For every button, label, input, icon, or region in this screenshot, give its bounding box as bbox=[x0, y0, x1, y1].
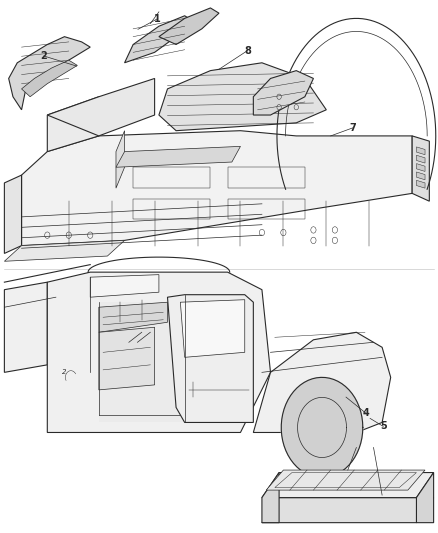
Polygon shape bbox=[99, 302, 167, 332]
Polygon shape bbox=[9, 37, 90, 110]
Polygon shape bbox=[116, 147, 240, 167]
Polygon shape bbox=[262, 473, 279, 523]
Polygon shape bbox=[417, 172, 425, 180]
Polygon shape bbox=[417, 473, 434, 523]
Polygon shape bbox=[47, 97, 99, 151]
Text: 4: 4 bbox=[362, 408, 369, 418]
Polygon shape bbox=[47, 78, 155, 136]
Text: 7: 7 bbox=[349, 123, 356, 133]
Polygon shape bbox=[4, 175, 21, 254]
Polygon shape bbox=[99, 302, 185, 423]
Polygon shape bbox=[167, 295, 253, 423]
Text: 2: 2 bbox=[40, 51, 47, 61]
Polygon shape bbox=[4, 240, 124, 261]
Polygon shape bbox=[124, 16, 193, 63]
Polygon shape bbox=[417, 180, 425, 188]
Text: 8: 8 bbox=[244, 46, 251, 55]
Polygon shape bbox=[159, 8, 219, 45]
Polygon shape bbox=[47, 272, 271, 432]
Polygon shape bbox=[412, 136, 429, 201]
Polygon shape bbox=[262, 473, 434, 498]
Text: 1: 1 bbox=[154, 14, 161, 23]
Polygon shape bbox=[180, 300, 245, 357]
Polygon shape bbox=[417, 147, 425, 155]
Text: 5: 5 bbox=[380, 422, 387, 431]
Polygon shape bbox=[266, 470, 425, 490]
Text: 2: 2 bbox=[62, 369, 67, 375]
Polygon shape bbox=[253, 71, 314, 115]
Polygon shape bbox=[417, 164, 425, 172]
Polygon shape bbox=[281, 377, 363, 478]
Polygon shape bbox=[21, 60, 78, 97]
Polygon shape bbox=[90, 274, 159, 297]
Polygon shape bbox=[262, 498, 434, 523]
Polygon shape bbox=[159, 63, 326, 131]
Polygon shape bbox=[21, 131, 412, 246]
Polygon shape bbox=[116, 131, 124, 188]
Polygon shape bbox=[4, 282, 47, 373]
Polygon shape bbox=[99, 327, 155, 390]
Polygon shape bbox=[417, 155, 425, 163]
Polygon shape bbox=[253, 332, 391, 432]
